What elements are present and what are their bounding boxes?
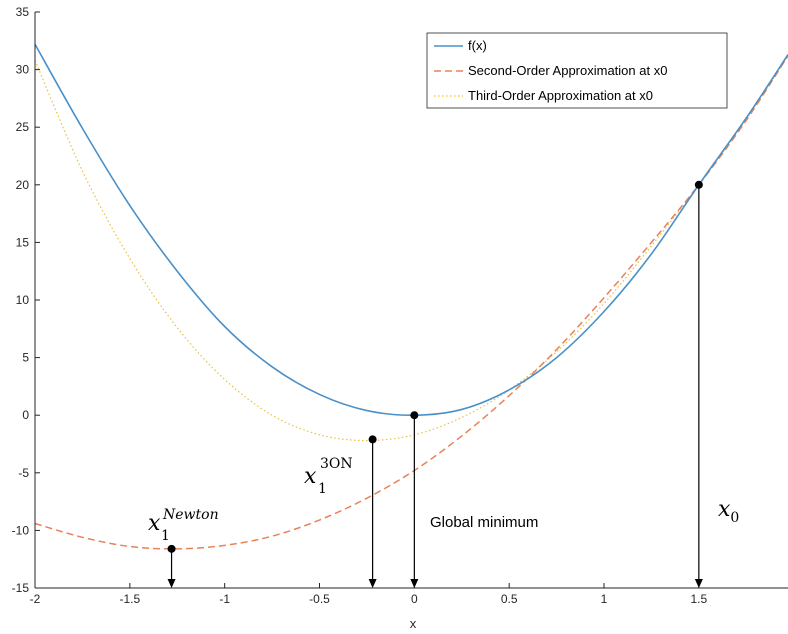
legend-label-second-order: Second-Order Approximation at x0: [468, 63, 667, 78]
x1-newton-arrow-head: [167, 579, 176, 588]
y-tick-label: 10: [16, 293, 30, 307]
x1-newton-label: x: [148, 511, 161, 536]
x1-3on-point: [368, 435, 377, 444]
y-tick-label: 30: [16, 63, 30, 77]
x-axis-label: x: [410, 616, 417, 631]
y-tick-label: 0: [22, 408, 29, 422]
y-tick-label: 35: [16, 5, 30, 19]
x0-point: [694, 180, 703, 189]
y-tick-label: -5: [18, 466, 29, 480]
global-minimum-arrow-head: [410, 579, 419, 588]
x0-label: x0: [718, 497, 739, 526]
x-tick-label: -0.5: [309, 592, 330, 606]
x-tick-label: 1: [601, 592, 608, 606]
curves-layer: [34, 43, 788, 550]
legend-label-fx: f(x): [468, 38, 487, 53]
x0-arrow-head: [694, 579, 703, 588]
x1-3on-label: x: [304, 464, 317, 489]
x-tick-label: 1.5: [691, 592, 708, 606]
y-tick-label: 5: [22, 351, 29, 365]
y-tick-label: 20: [16, 178, 30, 192]
x-tick-label: 0.5: [501, 592, 518, 606]
x-tick-label: -2: [30, 592, 41, 606]
legend: f(x) Second-Order Approximation at x0 Th…: [426, 32, 728, 109]
y-tick-label: 25: [16, 120, 30, 134]
series-line-third-order-approximation-at-x0: [34, 55, 788, 442]
global-minimum-label: Global minimum: [430, 514, 538, 531]
series-line-second-order-approximation-at-x0: [34, 55, 788, 550]
axes: -15 -10 -5 0 5 10 15 20 25 30 35 -2 -1.5 -1 -0.5 0 0.5 1 1…: [12, 5, 788, 606]
x-tick-label: -1: [219, 592, 230, 606]
x-tick-label: 0: [411, 592, 418, 606]
x1-3on-sup: 3ON: [320, 456, 353, 472]
x1-newton-sub: 1: [161, 528, 170, 544]
y-tick-label: -10: [12, 523, 30, 537]
x-tick-label: -1.5: [119, 592, 140, 606]
y-tick-label: -15: [12, 581, 30, 595]
y-tick-label: 15: [16, 235, 30, 249]
x1-3on-sub: 1: [318, 481, 327, 497]
x1-newton-sup: Newton: [162, 507, 219, 523]
markers-layer: [167, 180, 703, 588]
legend-label-third-order: Third-Order Approximation at x0: [468, 88, 653, 103]
global-minimum-point: [410, 411, 419, 420]
x1-3on-arrow-head: [368, 579, 377, 588]
legend-box: [426, 32, 728, 109]
x1-newton-point: [167, 544, 176, 553]
